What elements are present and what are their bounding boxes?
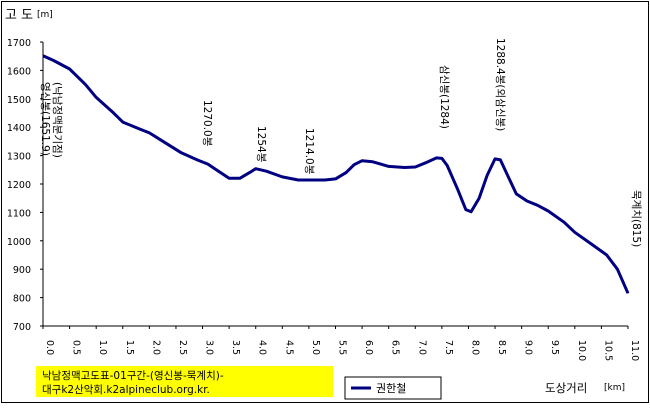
peak-annotation-label: 삼신봉(1284) xyxy=(438,65,450,129)
x-ticks: 0.0 0.5 1.0 1.5 2.0 2.5 3.0 3.5 4.0 4.5 5.0 5.5 6.0 6… xyxy=(42,326,640,361)
plot-area: 1700 1600 1500 1400 1300 1200 1100 1000 900 800 70… xyxy=(7,38,642,361)
y-tick-label: 900 xyxy=(13,265,31,276)
elevation-series-line xyxy=(42,54,630,294)
y-tick-label: 1700 xyxy=(7,38,31,49)
x-tick-label: 11.0 xyxy=(629,340,640,361)
y-tick-label: 800 xyxy=(13,294,31,305)
peak-annotation-label: 1288.4봉(외삼신봉) xyxy=(494,38,506,131)
y-ticks: 1700 1600 1500 1400 1300 1200 1100 1000 900 800 70… xyxy=(7,38,43,333)
x-tick-label: 3.0 xyxy=(204,340,215,355)
peak-annotation-label: 1270.0봉 xyxy=(201,100,213,147)
y-tick-label: 1000 xyxy=(7,237,31,248)
x-tick-label: 4.5 xyxy=(283,340,294,355)
y-tick-label: 1100 xyxy=(7,208,31,219)
x-tick-label: 3.5 xyxy=(230,340,241,355)
x-tick-label: 0.5 xyxy=(71,340,82,355)
x-tick-label: 0.0 xyxy=(44,340,55,355)
y-tick-label: 1200 xyxy=(7,180,31,191)
title-box-line-1: 낙남정맥고도표-01구간-(영신봉-묵계치)- xyxy=(42,370,224,382)
legend-box xyxy=(344,376,442,400)
y-tick-label: 1600 xyxy=(7,66,31,77)
peak-annotation-label: 1254봉 xyxy=(255,126,267,163)
x-axis-unit: [km] xyxy=(604,383,625,393)
title-box-line-2: 대구k2산악회.k2alpineclub.org.kr. xyxy=(42,384,210,396)
y-axis-unit: [m] xyxy=(37,10,53,20)
x-tick-label: 10.0 xyxy=(576,340,587,361)
title-box xyxy=(36,366,333,397)
peak-annotation-label: 1214.0봉 xyxy=(303,128,315,175)
x-tick-label: 7.0 xyxy=(416,340,427,355)
peak-annotation-label: 묵계치(815) xyxy=(630,190,642,247)
y-tick-label: 1400 xyxy=(7,123,31,134)
x-tick-label: 1.5 xyxy=(124,340,135,355)
x-tick-label: 2.5 xyxy=(177,340,188,355)
y-tick-label: 1500 xyxy=(7,95,31,106)
x-tick-label: 8.5 xyxy=(496,340,507,355)
x-tick-label: 1.0 xyxy=(97,340,108,355)
x-axis-label: 도상거리 xyxy=(545,381,587,395)
y-axis-label: 고 도 xyxy=(5,8,33,23)
peak-annotation-label: (낙남정맥분기점) xyxy=(51,82,63,158)
y-tick-label: 1300 xyxy=(7,152,31,163)
x-tick-label: 9.0 xyxy=(523,340,534,355)
x-tick-label: 4.0 xyxy=(257,340,268,355)
x-tick-label: 6.0 xyxy=(363,340,374,355)
x-tick-label: 5.5 xyxy=(337,340,348,355)
x-tick-label: 10.5 xyxy=(602,340,613,361)
peak-annotations: 영신봉(1651.9) (낙남정맥분기점) 1270.0봉 1254봉 1214.0봉 삼… xyxy=(39,38,642,247)
x-tick-label: 9.5 xyxy=(549,340,560,355)
legend: 권한철 xyxy=(344,376,442,400)
x-tick-label: 2.0 xyxy=(150,340,161,355)
x-tick-label: 5.0 xyxy=(310,340,321,355)
y-tick-label: 700 xyxy=(13,322,31,333)
x-tick-label: 8.0 xyxy=(469,340,480,355)
x-tick-label: 7.5 xyxy=(443,340,454,355)
legend-label: 권한철 xyxy=(376,382,406,395)
x-tick-label: 6.5 xyxy=(390,340,401,355)
peak-annotation-label: 영신봉(1651.9) xyxy=(39,82,51,156)
